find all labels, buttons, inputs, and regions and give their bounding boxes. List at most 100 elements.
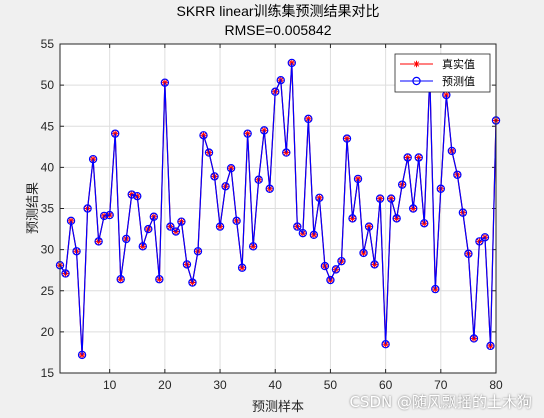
x-tick-label: 20 xyxy=(158,378,172,392)
data-point xyxy=(331,265,341,274)
data-point xyxy=(414,153,423,162)
x-tick-label: 80 xyxy=(489,378,503,392)
data-point xyxy=(276,75,285,85)
data-point xyxy=(381,340,390,349)
data-point xyxy=(133,191,142,201)
series-predicted xyxy=(55,58,501,360)
data-point xyxy=(271,87,280,96)
data-point xyxy=(265,184,274,193)
data-point xyxy=(215,222,225,231)
y-tick-label: 45 xyxy=(41,119,55,133)
chart-subtitle: RMSE=0.005842 xyxy=(224,22,331,38)
data-point xyxy=(138,242,147,251)
data-point xyxy=(447,146,457,156)
data-point xyxy=(149,212,159,221)
x-tick-label: 40 xyxy=(269,378,283,392)
data-point xyxy=(375,194,385,203)
data-point xyxy=(248,242,258,251)
data-point xyxy=(232,216,241,226)
data-point xyxy=(88,154,98,164)
data-point xyxy=(293,222,302,231)
data-point xyxy=(298,228,308,238)
data-point xyxy=(61,269,70,278)
data-point xyxy=(110,129,120,138)
legend-marker-predicted xyxy=(412,76,421,86)
y-tick-label: 55 xyxy=(41,37,55,51)
data-point xyxy=(475,237,484,246)
data-point xyxy=(480,233,490,242)
legend-circle xyxy=(412,76,421,86)
data-point xyxy=(127,190,136,199)
data-point xyxy=(397,180,407,189)
data-point xyxy=(83,204,92,213)
data-point xyxy=(144,224,153,234)
data-point xyxy=(204,148,214,157)
data-point xyxy=(342,134,352,143)
data-point xyxy=(359,248,368,258)
data-point xyxy=(254,175,263,184)
data-point xyxy=(260,126,269,135)
data-point xyxy=(116,275,125,284)
x-tick-label: 10 xyxy=(103,378,117,392)
data-point xyxy=(193,247,203,256)
legend-label-predicted: 预测值 xyxy=(442,75,475,88)
series-line xyxy=(59,62,497,355)
data-point xyxy=(353,174,363,184)
data-point xyxy=(420,219,429,228)
data-point xyxy=(155,275,164,284)
axis-ticks: 10 20 30 40 50 60 70 80 15 20 25 30 35 40 45 50 55 xyxy=(41,37,503,392)
data-point xyxy=(337,256,346,266)
data-point xyxy=(237,263,247,272)
data-point xyxy=(287,58,296,68)
data-point xyxy=(177,217,186,226)
data-point xyxy=(464,249,473,258)
data-point xyxy=(226,163,236,173)
legend-label-actual: 真实值 xyxy=(442,57,475,71)
data-point xyxy=(309,230,319,240)
data-point xyxy=(403,153,412,162)
x-tick-label: 70 xyxy=(434,378,448,392)
data-point xyxy=(453,170,462,179)
data-point xyxy=(386,194,396,203)
data-point xyxy=(315,193,324,203)
data-point xyxy=(210,172,219,181)
data-point xyxy=(188,278,197,287)
legend-marker-actual xyxy=(413,60,420,68)
data-point xyxy=(99,211,109,221)
y-tick-label: 30 xyxy=(41,243,55,257)
data-point xyxy=(122,234,131,244)
data-point xyxy=(486,341,495,351)
data-point xyxy=(171,227,181,236)
data-point xyxy=(160,78,170,87)
data-point xyxy=(320,261,330,271)
series-layer xyxy=(55,58,501,360)
y-tick-label: 40 xyxy=(41,160,55,174)
y-tick-label: 35 xyxy=(41,202,55,216)
data-point xyxy=(431,284,440,294)
data-point xyxy=(370,260,379,269)
data-point xyxy=(469,334,479,343)
x-tick-label: 60 xyxy=(379,378,393,392)
data-point xyxy=(221,182,230,191)
data-point xyxy=(66,216,76,226)
data-point xyxy=(436,184,446,193)
data-point xyxy=(243,129,252,138)
data-point xyxy=(94,237,103,246)
data-point xyxy=(409,204,418,213)
data-point xyxy=(72,247,81,256)
chart-title: SKRR linear训练集预测结果对比 xyxy=(176,3,379,19)
watermark: CSDN @随风飘摇的土木狗 xyxy=(349,393,532,411)
y-tick-label: 50 xyxy=(41,78,55,92)
data-point xyxy=(458,208,468,217)
data-point xyxy=(166,222,175,231)
legend-box xyxy=(394,53,491,93)
y-axis-label: 预测结果 xyxy=(26,182,41,234)
x-axis-label: 预测样本 xyxy=(252,400,304,415)
data-point xyxy=(326,275,335,285)
legend: 真实值 预测值 xyxy=(394,53,491,93)
x-tick-label: 30 xyxy=(213,378,227,392)
data-point xyxy=(364,222,374,231)
y-tick-label: 20 xyxy=(41,325,55,339)
data-point xyxy=(392,214,401,223)
